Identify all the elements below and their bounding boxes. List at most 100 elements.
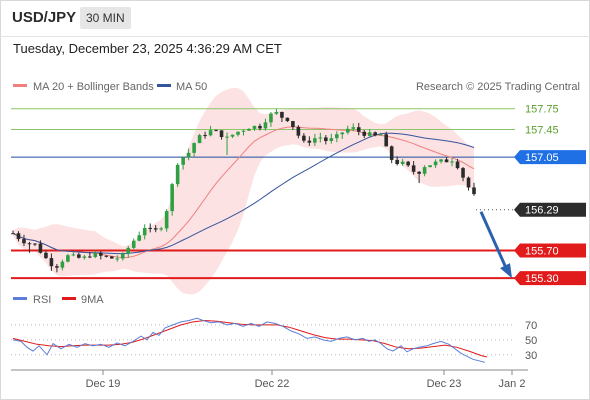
- chart-header: USD/JPY 30 MIN: [0, 0, 590, 36]
- candle: [411, 161, 416, 175]
- candle-body: [439, 159, 443, 162]
- candle-body: [291, 121, 295, 127]
- candle-body: [99, 252, 103, 256]
- level-157-05-label: 157.05: [525, 152, 559, 164]
- candle-body: [153, 228, 158, 230]
- level-155-30-label: 155.30: [525, 273, 559, 285]
- candle-body: [214, 130, 218, 132]
- rsi-ma-legend-label: 9MA: [81, 294, 104, 306]
- candle: [378, 132, 383, 136]
- candle-body: [450, 161, 454, 163]
- candle: [241, 129, 246, 136]
- candle-body: [444, 159, 449, 163]
- symbol-title: USD/JPY: [12, 9, 77, 26]
- candle: [313, 133, 317, 146]
- candle-body: [334, 134, 339, 139]
- candle: [291, 120, 295, 130]
- candle-body: [60, 261, 65, 268]
- candle: [302, 133, 306, 143]
- candle: [324, 135, 328, 145]
- candle-body: [159, 228, 163, 230]
- rsi-line: [12, 317, 486, 363]
- candle: [93, 250, 98, 259]
- candle: [345, 125, 350, 135]
- candle-body: [208, 130, 213, 136]
- candle: [263, 118, 268, 131]
- candle-body: [55, 266, 59, 268]
- candle: [27, 241, 32, 253]
- candle-body: [313, 138, 317, 143]
- candle: [33, 243, 37, 247]
- price-levels: [11, 108, 515, 280]
- candle: [225, 132, 229, 156]
- candle-body: [115, 258, 120, 260]
- candle-body: [395, 159, 399, 165]
- rsi-ma-line: [12, 319, 488, 358]
- candle-body: [389, 146, 394, 160]
- candle: [461, 166, 465, 182]
- candle: [71, 252, 76, 257]
- candle: [334, 131, 339, 143]
- candle: [406, 160, 410, 168]
- candle: [236, 131, 240, 137]
- candle: [164, 209, 169, 232]
- candle-body: [263, 122, 268, 129]
- candles: [11, 108, 476, 273]
- candle: [203, 131, 207, 139]
- arrow-shaft: [479, 211, 509, 271]
- candle: [318, 132, 323, 143]
- candle: [428, 165, 432, 168]
- candle-body: [236, 131, 240, 135]
- rsi-ma-legend-swatch: [62, 297, 76, 300]
- rsi-panel: 70 50 30: [11, 317, 537, 363]
- candle: [181, 156, 185, 170]
- candle: [104, 255, 109, 258]
- candle-body: [181, 157, 185, 165]
- candle: [77, 252, 81, 259]
- candle: [433, 159, 438, 168]
- timestamp: Tuesday, December 23, 2025 4:36:29 AM CE…: [13, 41, 282, 56]
- level-156-29-tag: [514, 202, 586, 217]
- candle-body: [400, 161, 405, 165]
- rsi-tick-label: 30: [525, 350, 537, 362]
- ma50-legend-swatch: [157, 84, 171, 87]
- candle: [274, 108, 279, 115]
- candle: [307, 136, 312, 146]
- candle-body: [82, 256, 87, 258]
- candle-body: [307, 140, 312, 143]
- candle-body: [66, 255, 70, 262]
- candle: [109, 256, 114, 259]
- candle-body: [367, 132, 372, 136]
- level-156-29-label: 156.29: [525, 205, 559, 217]
- candle-body: [252, 125, 257, 129]
- candle: [422, 165, 427, 177]
- candle-body: [27, 243, 32, 245]
- candle: [466, 176, 471, 191]
- level-155-30-tag: [514, 271, 586, 286]
- candle-body: [340, 132, 345, 135]
- candle: [472, 182, 476, 196]
- candle: [126, 245, 131, 258]
- time-tick-label: Dec 19: [86, 378, 121, 390]
- candle: [88, 251, 92, 259]
- timeframe-button[interactable]: 30 MIN: [80, 7, 131, 29]
- candle-body: [417, 171, 421, 174]
- candle-body: [203, 135, 207, 137]
- candle-body: [422, 167, 427, 174]
- level-157-05-tag: [514, 150, 586, 165]
- candle-body: [433, 161, 438, 166]
- candle: [120, 252, 125, 261]
- candle: [55, 264, 59, 273]
- candle: [153, 225, 158, 233]
- candle: [148, 223, 153, 233]
- candle-body: [33, 243, 37, 245]
- candle: [285, 117, 290, 122]
- rsi-legend-swatch: [13, 297, 27, 300]
- rsi-tick-label: 50: [525, 335, 537, 347]
- candle: [351, 123, 356, 132]
- candle-body: [131, 240, 136, 248]
- candle-body: [241, 130, 246, 132]
- candle-body: [192, 143, 196, 153]
- candle: [280, 111, 284, 123]
